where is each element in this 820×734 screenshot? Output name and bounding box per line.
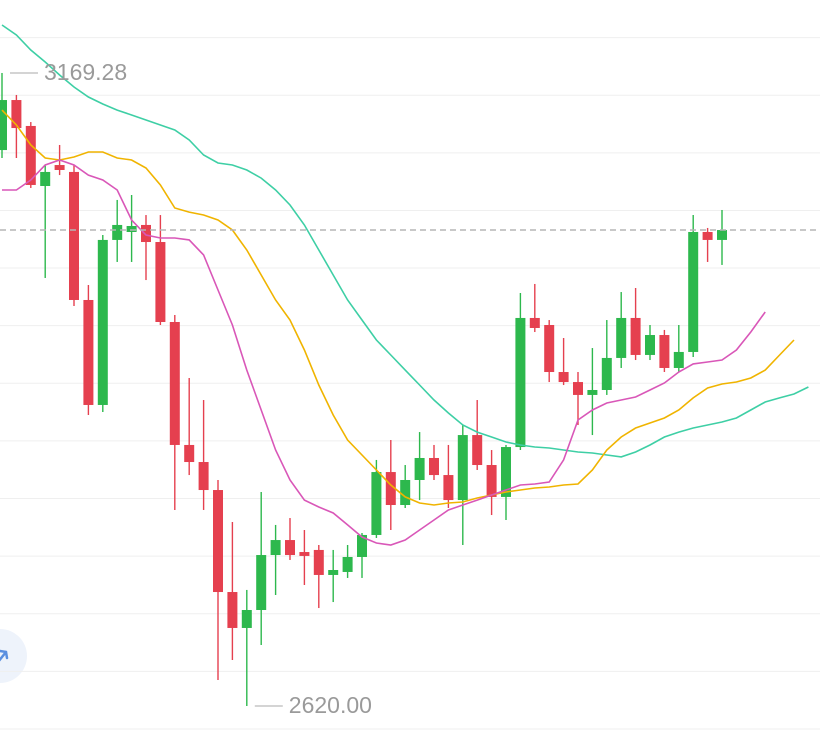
candle-body — [400, 479, 411, 506]
candle-body — [385, 472, 396, 506]
candle-body — [54, 165, 65, 170]
candle-body — [227, 592, 238, 628]
candle-body — [270, 540, 281, 556]
candle-body — [544, 324, 555, 373]
candle-body — [457, 435, 468, 501]
candle-body — [97, 239, 108, 405]
grid — [0, 37, 820, 730]
candle-body — [83, 299, 94, 405]
candle-body — [299, 552, 310, 556]
candle-body — [659, 335, 670, 368]
candle-body — [198, 462, 209, 491]
candle-body — [0, 100, 7, 151]
candle-body — [213, 490, 223, 593]
moving-average-line — [2, 159, 766, 546]
max-label: 3169.28 — [44, 59, 127, 85]
candle-body — [486, 465, 497, 497]
min-label: 2620.00 — [289, 692, 372, 718]
candle-body — [414, 457, 425, 480]
candle-body — [285, 540, 295, 556]
candles — [0, 72, 727, 706]
candle-body — [112, 224, 123, 240]
scroll-button[interactable] — [0, 629, 27, 683]
candle-body — [717, 230, 727, 240]
candle-body — [256, 555, 267, 610]
candle-body — [25, 125, 36, 185]
candle-body — [169, 321, 180, 445]
candle-body — [529, 317, 540, 328]
candle-body — [429, 457, 439, 476]
candle-body — [616, 317, 627, 358]
candle-body — [472, 435, 483, 466]
candle-body — [371, 472, 382, 535]
candle-body — [501, 447, 511, 497]
candle-body — [357, 534, 367, 557]
candle-body — [573, 382, 583, 395]
candle-body — [630, 317, 641, 355]
candle-body — [141, 224, 151, 243]
candle-body — [688, 231, 699, 352]
candle-body — [702, 231, 713, 240]
candle-body — [443, 475, 454, 501]
candle-body — [241, 609, 252, 628]
candle-body — [515, 317, 526, 448]
candle-body — [313, 549, 324, 575]
candle-body — [11, 100, 22, 129]
candle-body — [184, 444, 195, 463]
moving-average-line — [1, 24, 809, 458]
candle-body — [69, 171, 79, 300]
candle-body — [342, 556, 353, 572]
candle-body — [587, 389, 598, 395]
candle-body — [673, 351, 684, 368]
candle-body — [328, 570, 339, 575]
candle-body — [126, 225, 137, 232]
candle-body — [645, 335, 655, 355]
candle-body — [601, 357, 612, 390]
candle-body — [558, 372, 569, 383]
candle-body — [155, 242, 166, 322]
moving-average-line — [1, 109, 795, 506]
candle-body — [40, 171, 51, 187]
